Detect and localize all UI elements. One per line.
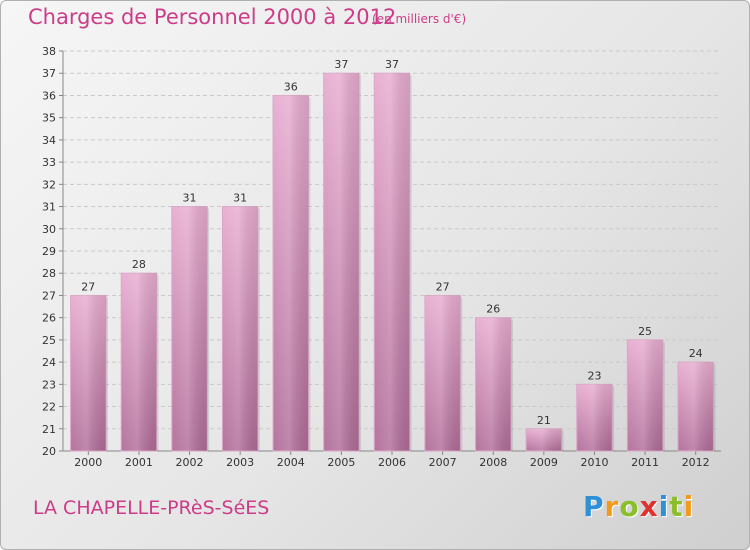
proxiti-logo: Proxiti — [583, 490, 694, 523]
y-tick-label: 35 — [42, 112, 56, 125]
bar-shine — [273, 95, 309, 451]
y-tick-label: 33 — [42, 156, 56, 169]
unit-label: (en milliers d'€) — [372, 12, 467, 26]
y-tick-label: 27 — [42, 289, 56, 302]
data-label: 24 — [689, 347, 703, 360]
logo-letter: o — [619, 490, 640, 523]
data-labels: 27 28 31 31 36 37 37 27 26 21 23 25 24 — [81, 58, 702, 427]
bar-shine — [475, 317, 511, 451]
bar-shine — [576, 384, 613, 451]
data-label: 27 — [81, 280, 95, 293]
bar-shine — [424, 295, 461, 451]
data-label: 27 — [436, 280, 450, 293]
data-label: 21 — [537, 414, 551, 427]
data-label: 31 — [183, 192, 197, 205]
bar-shine — [222, 206, 258, 451]
logo-letter: r — [604, 490, 620, 523]
x-tick-label: 2000 — [74, 456, 102, 469]
bar-shine — [374, 73, 410, 451]
y-tick-label: 38 — [42, 45, 56, 58]
bar-shine — [121, 273, 157, 451]
bar-shine — [526, 428, 562, 451]
x-tick-label: 2010 — [580, 456, 608, 469]
x-tick-label: 2002 — [176, 456, 204, 469]
x-tick-label: 2008 — [479, 456, 507, 469]
x-tick-label: 2004 — [277, 456, 305, 469]
data-label: 37 — [385, 58, 399, 71]
data-label: 26 — [486, 303, 500, 316]
data-label: 36 — [284, 80, 298, 93]
place-name: LA CHAPELLE-PRèS-SéES — [33, 497, 270, 519]
data-label: 25 — [638, 325, 652, 338]
x-tick-label: 2007 — [429, 456, 457, 469]
bars — [70, 72, 716, 452]
y-tick-label: 28 — [42, 267, 56, 280]
y-tick-label: 32 — [42, 178, 56, 191]
y-tick-label: 36 — [42, 89, 56, 102]
logo-letter: i — [683, 490, 695, 523]
y-tick-labels: 20 21 22 23 24 25 26 27 28 29 30 31 32 33 34 35 36 37 38 — [42, 45, 56, 458]
y-tick-label: 37 — [42, 67, 56, 80]
y-tick-label: 24 — [42, 356, 56, 369]
chart-title: Charges de Personnel 2000 à 2012 — [28, 5, 397, 29]
x-tick-label: 2006 — [378, 456, 406, 469]
x-tick-label: 2001 — [125, 456, 153, 469]
logo-letter: i — [658, 490, 670, 523]
x-tick-label: 2012 — [682, 456, 710, 469]
logo-letter: x — [639, 490, 659, 523]
y-tick-label: 26 — [42, 312, 56, 325]
x-tick-label: 2011 — [631, 456, 659, 469]
x-tick-label: 2005 — [327, 456, 355, 469]
y-tick-label: 21 — [42, 423, 56, 436]
data-label: 28 — [132, 258, 146, 271]
y-tick-label: 22 — [42, 401, 56, 414]
bar-shine — [323, 73, 360, 451]
x-tick-label: 2009 — [530, 456, 558, 469]
y-tick-label: 34 — [42, 134, 56, 147]
y-tick-label: 25 — [42, 334, 56, 347]
logo-letter: P — [583, 490, 605, 523]
bar-shine — [627, 339, 663, 451]
x-tick-label: 2003 — [226, 456, 254, 469]
y-tick-label: 31 — [42, 201, 56, 214]
bar-shine — [70, 295, 107, 451]
y-tick-label: 20 — [42, 445, 56, 458]
data-label: 31 — [233, 192, 247, 205]
bar-shine — [171, 206, 208, 451]
bar-shine — [677, 362, 714, 451]
data-label: 37 — [334, 58, 348, 71]
logo-letter: t — [669, 490, 684, 523]
y-tick-label: 29 — [42, 245, 56, 258]
x-tick-labels: 2000 2001 2002 2003 2004 2005 2006 2007 2008 2009… — [74, 456, 709, 469]
y-tick-label: 30 — [42, 223, 56, 236]
data-label: 23 — [587, 369, 601, 382]
y-tick-label: 23 — [42, 378, 56, 391]
